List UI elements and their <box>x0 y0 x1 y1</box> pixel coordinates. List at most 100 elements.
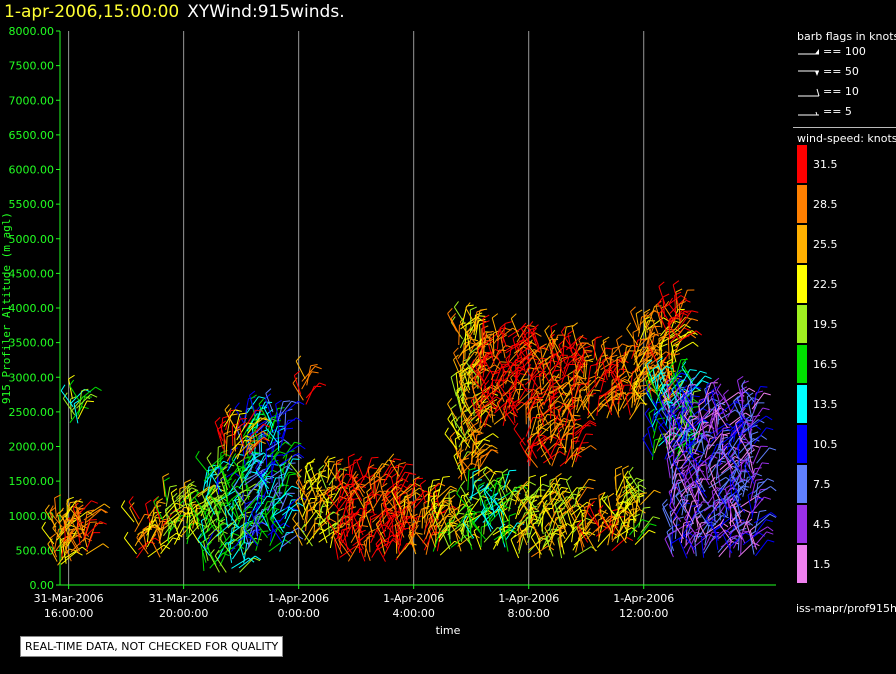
wind-barb <box>219 538 232 556</box>
wind-barb <box>68 536 80 554</box>
wind-barb <box>467 432 480 450</box>
wind-barb <box>661 401 673 420</box>
wind-barb <box>479 389 497 403</box>
wind-barb <box>439 509 448 530</box>
wind-barb <box>664 538 674 558</box>
wind-barb <box>153 501 164 521</box>
wind-barb-flag <box>701 407 709 412</box>
wind-barb <box>472 523 487 540</box>
wind-barb <box>366 491 375 511</box>
wind-barb <box>64 529 70 550</box>
wind-barb <box>59 506 73 523</box>
barb-legend-row-50: == 50 <box>793 63 896 83</box>
wind-barb-flag <box>265 388 272 394</box>
wind-barb <box>77 508 83 529</box>
y-tick-label: 5000.00 <box>9 233 55 246</box>
wind-barb <box>526 440 538 459</box>
wind-barb-flag <box>236 459 244 465</box>
wind-barb <box>243 460 256 479</box>
wind-barb-flag <box>701 415 708 421</box>
wind-barb <box>573 445 592 457</box>
wind-barb-flag <box>365 511 373 513</box>
wind-barb-flag <box>586 504 591 512</box>
wind-barb <box>616 339 623 360</box>
wind-barb-flag <box>463 366 470 372</box>
wind-barb <box>475 386 491 402</box>
wind-barb <box>150 539 161 558</box>
wind-barb <box>669 366 680 385</box>
wind-barb-flag <box>599 379 607 383</box>
wind-barb <box>326 463 335 483</box>
barb-5-icon <box>798 111 819 116</box>
wind-barb-flag <box>486 330 494 334</box>
wind-barb <box>256 476 268 494</box>
wind-barb-flag <box>576 523 583 529</box>
wind-barb <box>480 396 497 410</box>
wind-barb <box>571 501 588 516</box>
wind-barb <box>485 471 496 490</box>
wind-barb <box>293 527 303 546</box>
wind-barb-flag <box>188 520 194 527</box>
wind-barb-flag <box>353 511 360 518</box>
wind-barb <box>304 463 308 484</box>
wind-barb <box>368 532 371 553</box>
wind-barb <box>470 365 484 382</box>
scale-entry: 10.5 <box>793 425 896 465</box>
wind-barb <box>269 527 279 546</box>
wind-barb-flag <box>283 522 290 528</box>
wind-barb-flag <box>639 484 647 490</box>
wind-barb <box>742 512 751 532</box>
wind-barb-flag <box>231 453 237 460</box>
wind-barb <box>475 384 493 397</box>
wind-barb <box>693 507 699 528</box>
wind-barb <box>721 435 724 456</box>
wind-barb <box>453 352 463 372</box>
wind-barb <box>539 365 551 384</box>
wind-barb-flag <box>610 532 618 536</box>
wind-barb-flag <box>501 468 509 474</box>
wind-barb <box>708 409 715 429</box>
wind-barb <box>678 304 681 325</box>
wind-barb <box>205 529 215 549</box>
wind-barb <box>419 484 427 504</box>
wind-barb-flag <box>718 487 724 495</box>
wind-barb <box>399 482 415 497</box>
wind-barb <box>629 491 641 509</box>
barb-legend-label: == 100 <box>823 45 866 58</box>
wind-barb-flag <box>483 438 491 442</box>
wind-barb <box>524 494 538 511</box>
wind-barb <box>406 492 413 512</box>
wind-barb <box>678 318 692 335</box>
wind-barb-flag <box>710 476 716 483</box>
wind-barb-flag <box>528 339 533 346</box>
wind-barb <box>601 515 613 533</box>
wind-barb <box>395 463 407 482</box>
wind-barb-flag <box>615 493 621 500</box>
wind-barb-flag <box>49 533 56 539</box>
wind-barb <box>514 376 528 393</box>
legend-panel: barb flags in knots == 100 == 50 == 10 =… <box>793 30 896 622</box>
wind-barb <box>528 435 546 449</box>
wind-barb-flag <box>560 326 566 333</box>
wind-barb <box>557 513 567 533</box>
wind-barb-flag <box>471 496 479 501</box>
wind-barb-flag <box>472 384 479 390</box>
wind-barb-flag <box>314 365 322 370</box>
wind-barb <box>611 369 621 388</box>
wind-barb-flag <box>550 478 556 485</box>
wind-barb-flag <box>366 486 373 493</box>
wind-barb <box>622 468 626 489</box>
wind-barb <box>613 369 625 388</box>
wind-barb <box>292 382 304 401</box>
wind-barb <box>676 440 687 460</box>
wind-barb <box>673 388 679 409</box>
wind-barb <box>516 324 529 343</box>
wind-barb-flag <box>70 532 78 535</box>
wind-barb-flag <box>309 458 316 464</box>
wind-barb-flag <box>695 454 703 460</box>
wind-barb-flag <box>766 531 774 535</box>
wind-barb-flag <box>465 322 473 326</box>
wind-barb <box>527 329 531 350</box>
wind-barb-flag <box>227 498 233 505</box>
wind-barb-flag <box>529 515 535 522</box>
